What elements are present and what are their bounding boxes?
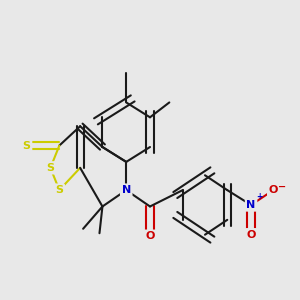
Text: S: S	[55, 185, 63, 195]
Text: +: +	[256, 192, 262, 201]
Text: S: S	[23, 140, 31, 151]
Text: O: O	[145, 231, 155, 241]
Text: N: N	[122, 185, 131, 195]
Text: O: O	[269, 185, 278, 195]
Text: N: N	[246, 200, 256, 210]
Text: O: O	[246, 230, 256, 240]
Text: S: S	[46, 163, 54, 173]
Text: −: −	[278, 182, 286, 192]
